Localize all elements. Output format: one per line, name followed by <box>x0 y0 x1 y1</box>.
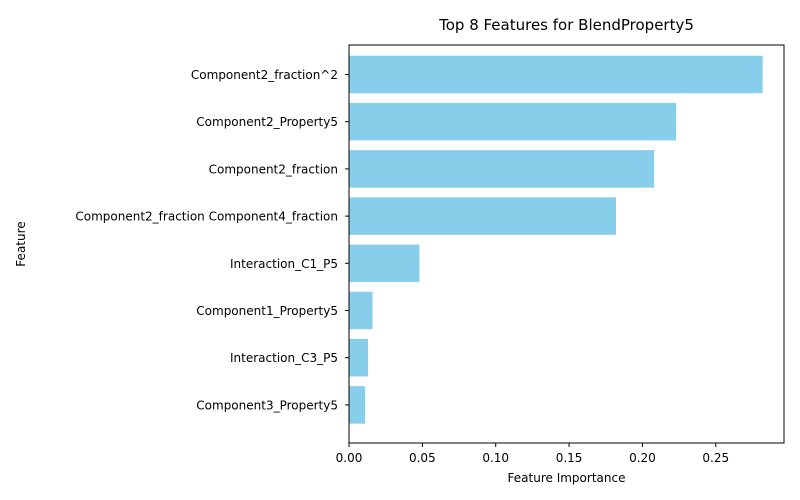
x-axis-label: Feature Importance <box>508 471 626 485</box>
y-tick-label: Component2_fraction^2 <box>191 68 338 82</box>
bar <box>349 338 369 377</box>
plot-frame <box>348 44 785 444</box>
y-tick-label: Interaction_C1_P5 <box>230 257 338 271</box>
y-axis-ticks: Component2_fraction^2 Component2_Property… <box>75 68 349 412</box>
x-tick-label: 0.05 <box>409 451 436 465</box>
bar <box>349 291 373 330</box>
y-axis-label: Feature <box>14 221 28 266</box>
bar <box>349 244 420 283</box>
bar <box>349 102 677 141</box>
y-tick-label: Component1_Property5 <box>196 304 338 318</box>
x-tick-label: 0.25 <box>702 451 729 465</box>
chart-title: Top 8 Features for BlendProperty5 <box>438 16 694 34</box>
x-tick-label: 0.20 <box>629 451 656 465</box>
y-tick-label: Component3_Property5 <box>196 398 338 412</box>
y-tick-label: Interaction_C3_P5 <box>230 351 338 365</box>
y-tick-label: Component2_fraction Component4_fraction <box>75 210 338 224</box>
x-axis-ticks: 0.00 0.05 0.10 0.15 0.20 0.25 <box>336 443 729 465</box>
y-tick-label: Component2_fraction <box>209 162 338 176</box>
bars-group <box>349 55 763 424</box>
x-tick-label: 0.15 <box>556 451 583 465</box>
bar <box>349 197 617 235</box>
bar <box>349 150 655 188</box>
x-tick-label: 0.10 <box>482 451 509 465</box>
bar <box>349 386 366 424</box>
y-tick-label: Component2_Property5 <box>196 115 338 129</box>
x-tick-label: 0.00 <box>336 451 363 465</box>
bar <box>349 55 763 94</box>
